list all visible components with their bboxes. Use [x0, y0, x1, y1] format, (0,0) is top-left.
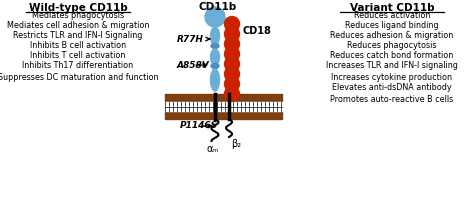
- Circle shape: [225, 77, 239, 92]
- Text: αₘ: αₘ: [207, 144, 219, 154]
- Ellipse shape: [210, 69, 219, 91]
- Circle shape: [225, 26, 239, 41]
- Circle shape: [225, 66, 239, 81]
- Text: Wild-type CD11b: Wild-type CD11b: [28, 3, 128, 13]
- Circle shape: [205, 7, 225, 27]
- Text: Reduces ligand binding: Reduces ligand binding: [345, 20, 439, 29]
- Text: Inhibits B cell activation: Inhibits B cell activation: [30, 40, 126, 49]
- Text: Reduces activation: Reduces activation: [354, 11, 430, 20]
- Text: Inhibits Th17 differentiation: Inhibits Th17 differentiation: [22, 61, 134, 69]
- Text: Reduces adhesion & migration: Reduces adhesion & migration: [330, 31, 454, 40]
- Text: Elevates anti-dsDNA antibody: Elevates anti-dsDNA antibody: [332, 83, 452, 93]
- FancyBboxPatch shape: [165, 94, 282, 102]
- Circle shape: [225, 46, 239, 61]
- Circle shape: [225, 86, 239, 101]
- Text: A858V: A858V: [177, 61, 210, 69]
- Circle shape: [225, 57, 239, 72]
- Text: Promotes auto-reactive B cells: Promotes auto-reactive B cells: [330, 95, 454, 103]
- Text: Restricts TLR and IFN-I Signaling: Restricts TLR and IFN-I Signaling: [13, 31, 143, 40]
- Text: P1146S: P1146S: [180, 121, 218, 130]
- Circle shape: [225, 37, 239, 52]
- FancyBboxPatch shape: [165, 111, 282, 119]
- Text: CD18: CD18: [243, 26, 272, 36]
- Ellipse shape: [210, 27, 219, 45]
- Text: Inhibits T cell activation: Inhibits T cell activation: [30, 50, 126, 60]
- Text: β₂: β₂: [231, 139, 241, 149]
- Text: Reduces catch bond formation: Reduces catch bond formation: [330, 50, 454, 60]
- Text: Mediates cell adhesion & migration: Mediates cell adhesion & migration: [7, 20, 149, 29]
- Ellipse shape: [211, 43, 219, 48]
- Text: Mediates phagocytosis: Mediates phagocytosis: [32, 11, 124, 20]
- Text: R77H: R77H: [177, 35, 210, 43]
- Text: Increases TLR and IFN-I signaling: Increases TLR and IFN-I signaling: [326, 61, 458, 70]
- Text: CD11b: CD11b: [199, 2, 237, 12]
- Text: Suppresses DC maturation and function: Suppresses DC maturation and function: [0, 73, 158, 81]
- Text: Increases cytokine production: Increases cytokine production: [331, 73, 453, 81]
- FancyBboxPatch shape: [165, 102, 282, 111]
- Text: Variant CD11b: Variant CD11b: [350, 3, 434, 13]
- Ellipse shape: [210, 49, 219, 65]
- Ellipse shape: [211, 63, 219, 68]
- Text: Reduces phagocytosis: Reduces phagocytosis: [347, 40, 437, 49]
- Circle shape: [225, 17, 239, 32]
